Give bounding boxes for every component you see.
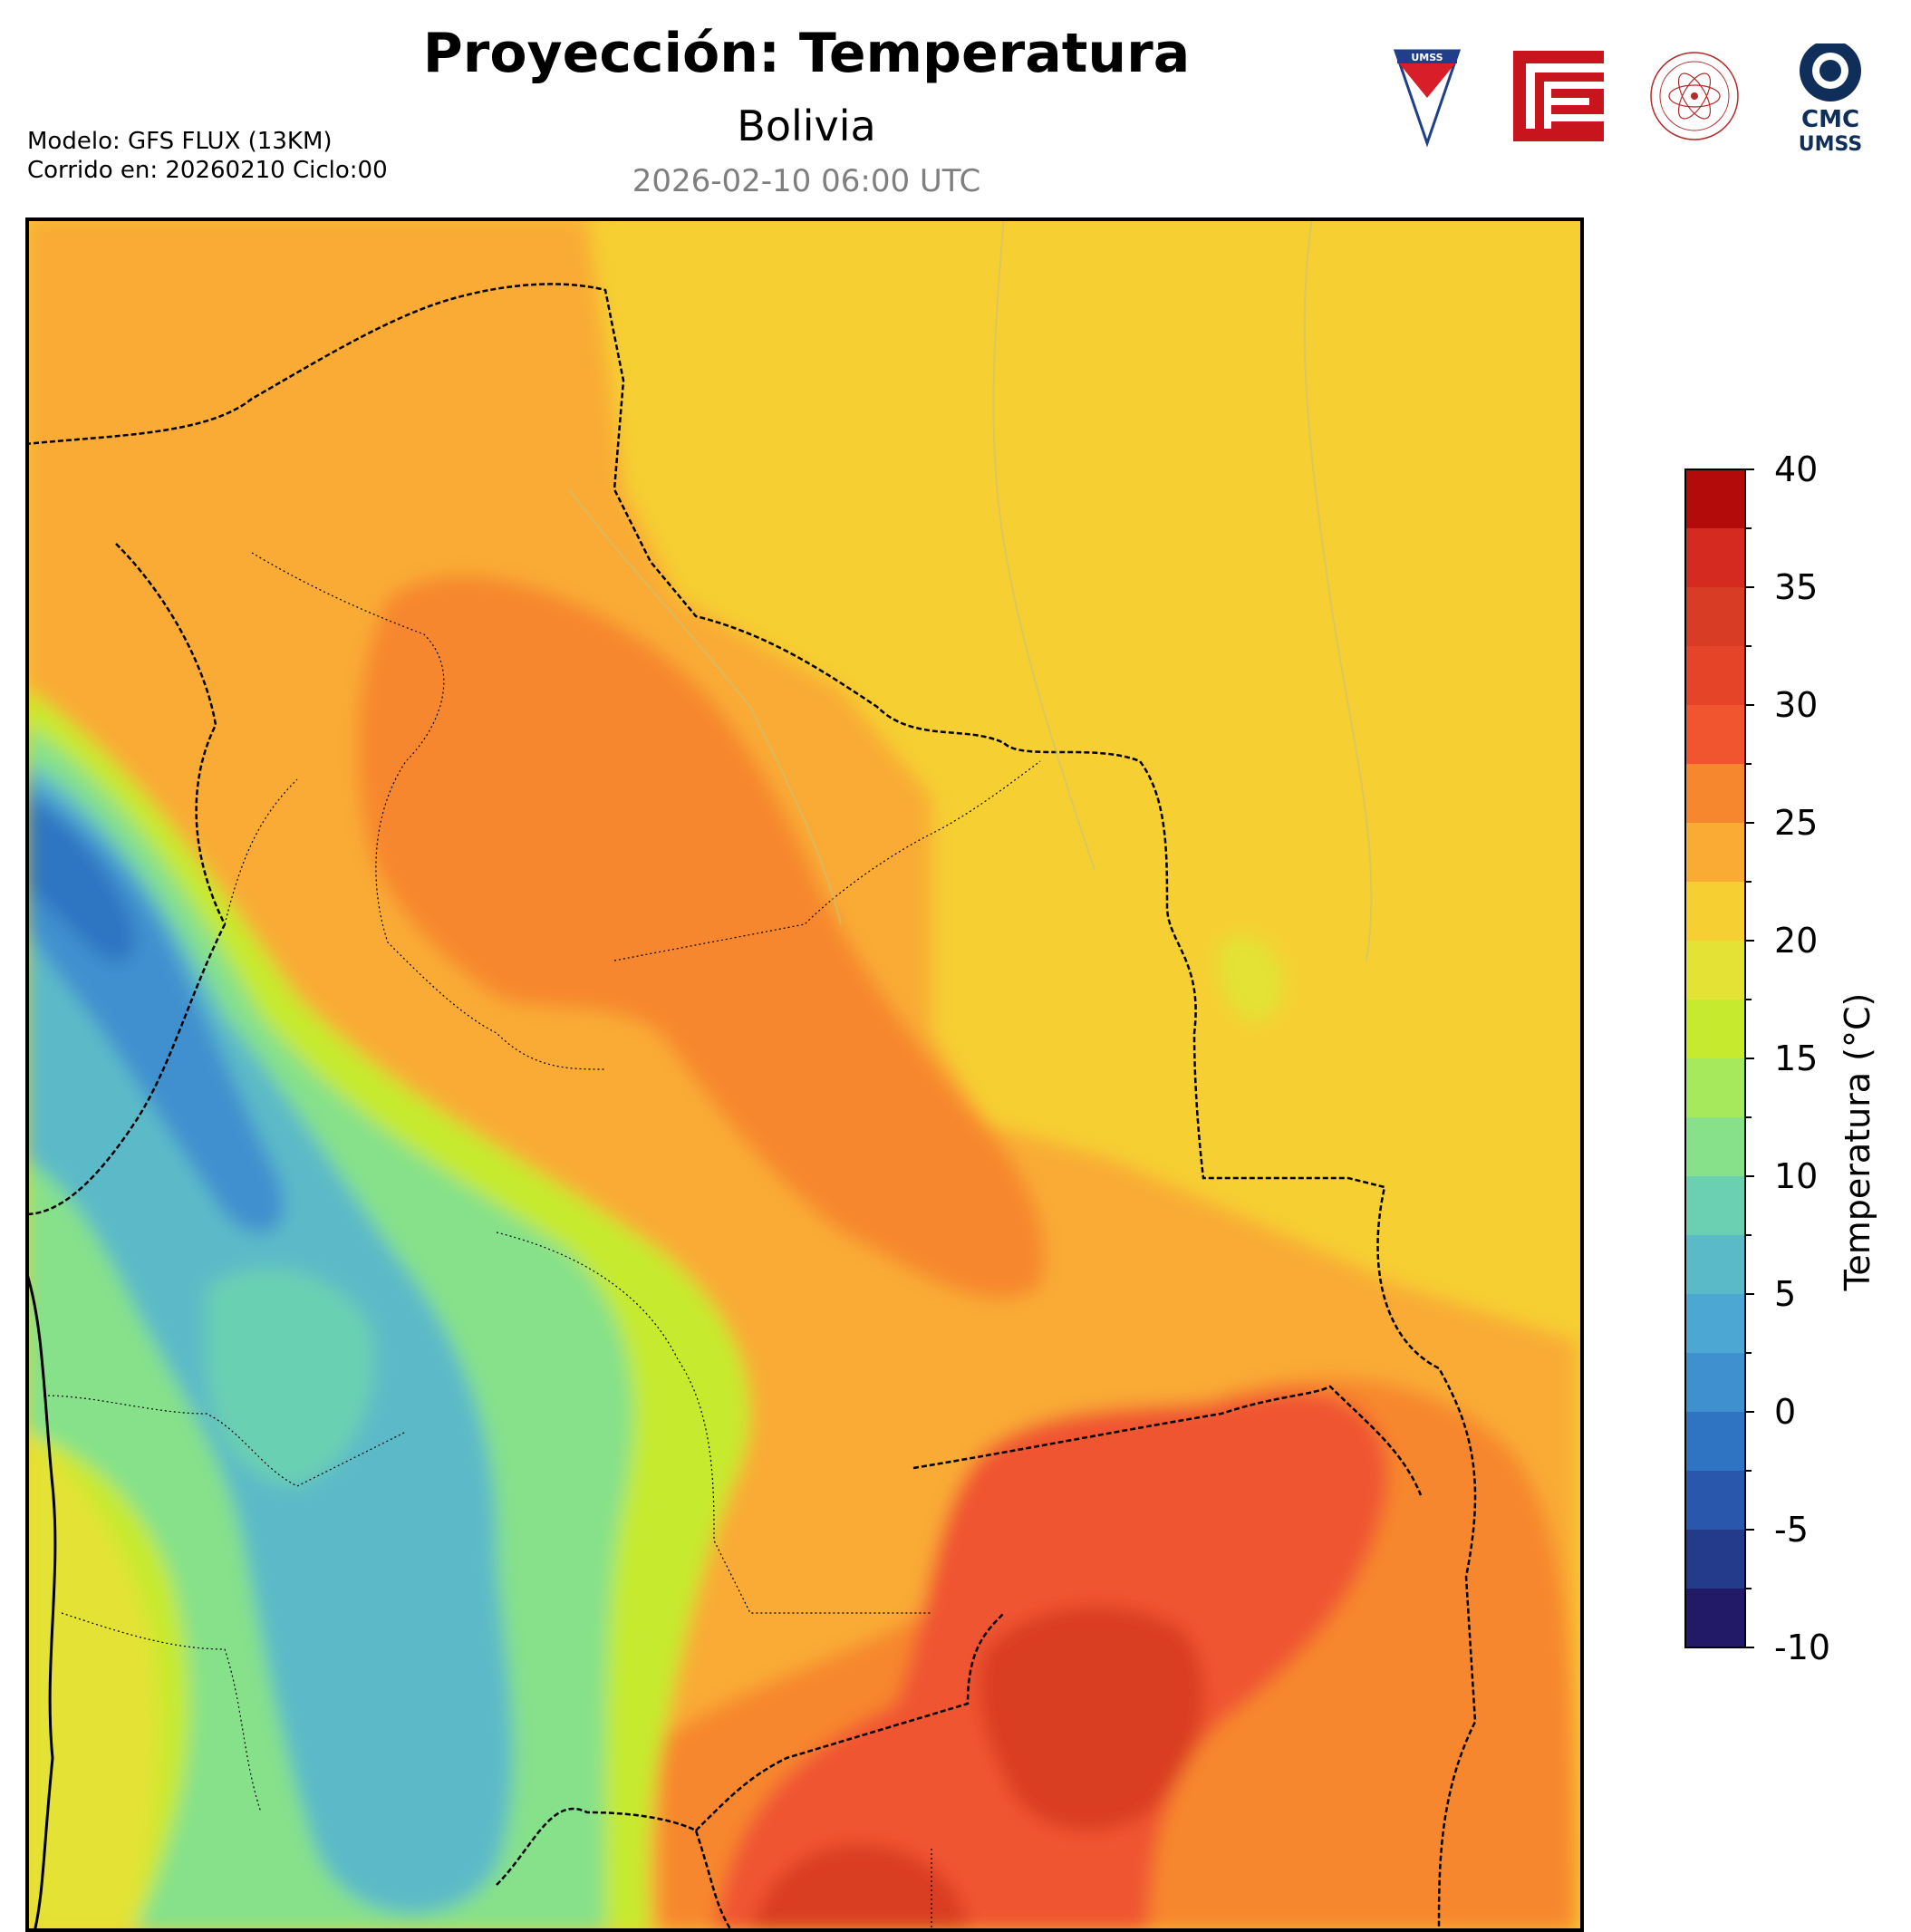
colorbar-tick-label: 25 bbox=[1774, 803, 1819, 843]
model-info: Modelo: GFS FLUX (13KM) Corrido en: 2026… bbox=[27, 127, 388, 185]
field-west-lake-10c bbox=[207, 1268, 375, 1486]
colorbar-level bbox=[1685, 469, 1745, 529]
colorbar-level bbox=[1685, 1471, 1745, 1531]
colorbar-level bbox=[1685, 705, 1745, 765]
valid-time: 2026-02-10 06:00 UTC bbox=[632, 163, 981, 199]
colorbar-tick-label: 30 bbox=[1774, 685, 1819, 725]
colorbar-level bbox=[1685, 1589, 1745, 1648]
colorbar-level bbox=[1685, 764, 1745, 824]
colorbar-tick-label: -10 bbox=[1774, 1628, 1831, 1667]
colorbar-tick-label: 10 bbox=[1774, 1156, 1819, 1196]
rivers bbox=[568, 221, 1373, 961]
colorbar-level bbox=[1685, 1353, 1745, 1413]
field-south-32c bbox=[978, 1606, 1204, 1831]
country-borders bbox=[29, 283, 1477, 1928]
colorbar-level bbox=[1685, 1530, 1745, 1589]
field-coast-17c bbox=[29, 1434, 160, 1928]
colorbar-level bbox=[1685, 1294, 1745, 1354]
colorbar-tick-label: 15 bbox=[1774, 1038, 1819, 1078]
colorbar-level bbox=[1685, 1235, 1745, 1295]
region-subtitle: Bolivia bbox=[737, 101, 876, 150]
field-central-25c bbox=[357, 575, 1046, 1299]
field-south-32c-b bbox=[751, 1843, 968, 1928]
colorbar-level bbox=[1685, 587, 1745, 647]
logos: UMSS CMC UMSS bbox=[1393, 43, 1862, 156]
umss-shield-text: UMSS bbox=[1411, 52, 1443, 63]
colorbar-level bbox=[1685, 1058, 1745, 1118]
faculty-logo bbox=[1513, 51, 1604, 141]
run-line: Corrido en: 20260210 Ciclo:00 bbox=[27, 157, 388, 184]
colorbar-tick-label: 5 bbox=[1774, 1274, 1797, 1314]
colorbar bbox=[1684, 469, 1754, 1648]
temperature-map bbox=[25, 217, 1584, 1932]
colorbar-tick-label: -5 bbox=[1774, 1510, 1809, 1550]
cmc-sub-text: UMSS bbox=[1799, 133, 1862, 156]
colorbar-level bbox=[1685, 528, 1745, 588]
department-borders bbox=[43, 552, 1041, 1928]
field-west-0c bbox=[29, 799, 135, 962]
colorbar-label: Temperatura (°C) bbox=[1838, 992, 1877, 1291]
colorbar-level bbox=[1685, 646, 1745, 706]
cmc-umss-logo: CMC UMSS bbox=[1799, 43, 1862, 156]
colorbar-level bbox=[1685, 1117, 1745, 1177]
colorbar-tick-label: 0 bbox=[1774, 1392, 1797, 1432]
colorbar-tick-label: 40 bbox=[1774, 449, 1819, 489]
colorbar-level bbox=[1685, 823, 1745, 883]
colorbar-level bbox=[1685, 1412, 1745, 1472]
colorbar-tick-label: 20 bbox=[1774, 921, 1819, 961]
colorbar-level bbox=[1685, 882, 1745, 942]
umss-shield-logo: UMSS bbox=[1393, 49, 1462, 148]
colorbar-tick-label: 35 bbox=[1774, 567, 1819, 607]
map-title: Proyección: Temperatura bbox=[422, 22, 1191, 85]
colorbar-level bbox=[1685, 941, 1745, 1000]
model-line: Modelo: GFS FLUX (13KM) bbox=[27, 128, 333, 155]
colorbar-level bbox=[1685, 1176, 1745, 1236]
physics-department-seal bbox=[1650, 52, 1739, 140]
colorbar-level bbox=[1685, 1000, 1745, 1059]
field-ne-17c bbox=[1218, 935, 1285, 1022]
cmc-text: CMC bbox=[1801, 106, 1859, 133]
